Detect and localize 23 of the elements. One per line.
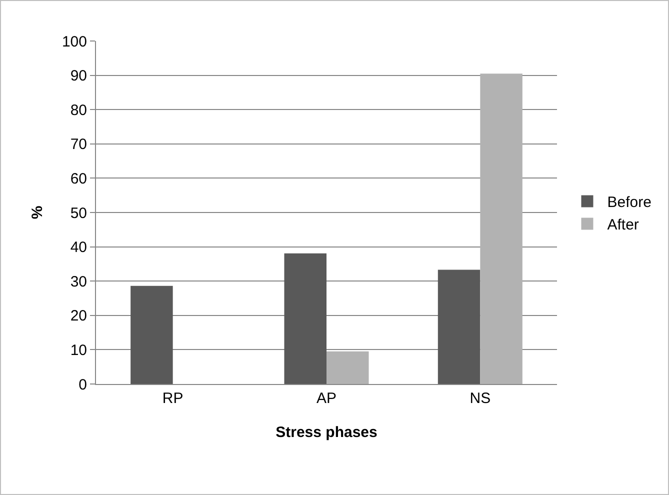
y-tick-label: 80 <box>70 102 87 119</box>
bar <box>326 351 369 384</box>
legend-label: Before <box>607 194 652 212</box>
y-tick-label: 60 <box>70 170 87 188</box>
x-tick-label: NS <box>470 390 491 407</box>
legend-label: After <box>607 216 639 234</box>
x-tick-label: RP <box>162 390 184 407</box>
y-axis-title: % <box>29 206 46 220</box>
y-tick-label: 30 <box>70 273 87 290</box>
y-tick-label: 10 <box>70 342 87 359</box>
bar <box>130 286 173 384</box>
bar <box>438 270 480 384</box>
bar <box>284 253 326 384</box>
y-tick-label: 20 <box>70 308 87 325</box>
x-tick-label: AP <box>316 390 337 407</box>
y-tick-label: 90 <box>70 68 87 85</box>
bar <box>480 74 522 384</box>
y-tick-label: 70 <box>70 136 87 154</box>
x-axis-title: Stress phases <box>276 424 378 441</box>
y-tick-label: 0 <box>78 376 87 394</box>
y-tick-label: 40 <box>70 239 87 256</box>
y-tick-label: 100 <box>62 33 87 50</box>
y-tick-label: 50 <box>70 204 87 222</box>
